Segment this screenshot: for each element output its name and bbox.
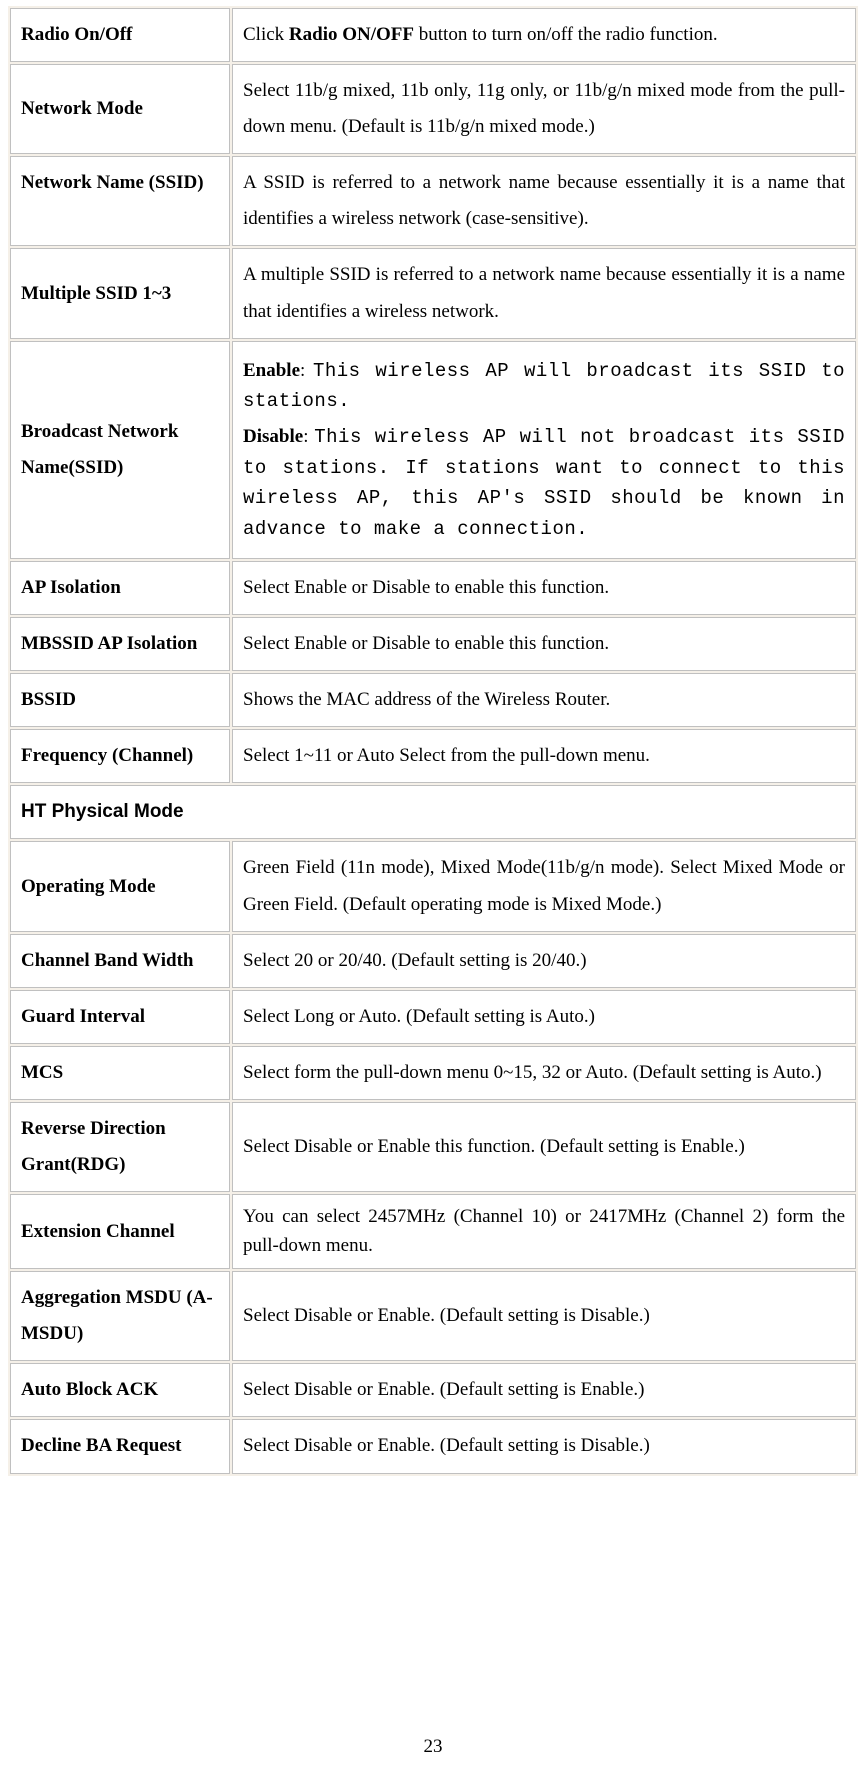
settings-table: Radio On/Off Click Radio ON/OFF button t… xyxy=(8,6,858,1476)
row-label: BSSID xyxy=(10,673,230,727)
row-label: Extension Channel xyxy=(10,1194,230,1269)
table-row: Guard Interval Select Long or Auto. (Def… xyxy=(10,990,856,1044)
row-desc: Select 11b/g mixed, 11b only, 11g only, … xyxy=(232,64,856,154)
table-row: Channel Band Width Select 20 or 20/40. (… xyxy=(10,934,856,988)
row-desc: Green Field (11n mode), Mixed Mode(11b/g… xyxy=(232,841,856,931)
table-row: Reverse Direction Grant(RDG) Select Disa… xyxy=(10,1102,856,1192)
row-desc: A SSID is referred to a network name bec… xyxy=(232,156,856,246)
table-row: Decline BA Request Select Disable or Ena… xyxy=(10,1419,856,1473)
table-row: MCS Select form the pull-down menu 0~15,… xyxy=(10,1046,856,1100)
disable-line: Disable: This wireless AP will not broad… xyxy=(243,422,845,544)
row-desc: Select 1~11 or Auto Select from the pull… xyxy=(232,729,856,783)
disable-label: Disable xyxy=(243,426,303,447)
row-label: Channel Band Width xyxy=(10,934,230,988)
row-label: MBSSID AP Isolation xyxy=(10,617,230,671)
row-label: Network Name (SSID) xyxy=(10,156,230,246)
page-container: Radio On/Off Click Radio ON/OFF button t… xyxy=(0,0,866,1784)
row-desc: Select form the pull-down menu 0~15, 32 … xyxy=(232,1046,856,1100)
row-label: Radio On/Off xyxy=(10,8,230,62)
table-row: Network Mode Select 11b/g mixed, 11b onl… xyxy=(10,64,856,154)
row-desc: Select Long or Auto. (Default setting is… xyxy=(232,990,856,1044)
row-desc: Select Enable or Disable to enable this … xyxy=(232,617,856,671)
table-row: AP Isolation Select Enable or Disable to… xyxy=(10,561,856,615)
row-desc: A multiple SSID is referred to a network… xyxy=(232,248,856,338)
row-label: Reverse Direction Grant(RDG) xyxy=(10,1102,230,1192)
row-label: Network Mode xyxy=(10,64,230,154)
row-label: Guard Interval xyxy=(10,990,230,1044)
row-label: Frequency (Channel) xyxy=(10,729,230,783)
table-row: Multiple SSID 1~3 A multiple SSID is ref… xyxy=(10,248,856,338)
table-row: Operating Mode Green Field (11n mode), M… xyxy=(10,841,856,931)
desc-bold: Radio ON/OFF xyxy=(289,24,414,45)
disable-text: This wireless AP will not broadcast its … xyxy=(243,426,845,539)
enable-label: Enable xyxy=(243,360,300,381)
desc-prefix: Click xyxy=(243,24,289,45)
table-row: MBSSID AP Isolation Select Enable or Dis… xyxy=(10,617,856,671)
table-row: Frequency (Channel) Select 1~11 or Auto … xyxy=(10,729,856,783)
row-desc: Click Radio ON/OFF button to turn on/off… xyxy=(232,8,856,62)
row-label: Multiple SSID 1~3 xyxy=(10,248,230,338)
enable-line: Enable: This wireless AP will broadcast … xyxy=(243,356,845,417)
table-row: Extension Channel You can select 2457MHz… xyxy=(10,1194,856,1269)
table-row: Aggregation MSDU (A-MSDU) Select Disable… xyxy=(10,1271,856,1361)
desc-suffix: button to turn on/off the radio function… xyxy=(414,24,718,45)
row-desc: Select Enable or Disable to enable this … xyxy=(232,561,856,615)
row-desc: Enable: This wireless AP will broadcast … xyxy=(232,341,856,559)
row-desc: Shows the MAC address of the Wireless Ro… xyxy=(232,673,856,727)
enable-text: This wireless AP will broadcast its SSID… xyxy=(243,360,845,412)
row-desc: You can select 2457MHz (Channel 10) or 2… xyxy=(232,1194,856,1269)
table-row: Radio On/Off Click Radio ON/OFF button t… xyxy=(10,8,856,62)
row-label: Aggregation MSDU (A-MSDU) xyxy=(10,1271,230,1361)
row-label: Operating Mode xyxy=(10,841,230,931)
row-desc: Select Disable or Enable this function. … xyxy=(232,1102,856,1192)
row-desc: Select Disable or Enable. (Default setti… xyxy=(232,1419,856,1473)
table-row: BSSID Shows the MAC address of the Wirel… xyxy=(10,673,856,727)
table-row: Network Name (SSID) A SSID is referred t… xyxy=(10,156,856,246)
page-number: 23 xyxy=(8,1736,858,1778)
row-label: Broadcast Network Name(SSID) xyxy=(10,341,230,559)
row-label: Decline BA Request xyxy=(10,1419,230,1473)
table-row: Auto Block ACK Select Disable or Enable.… xyxy=(10,1363,856,1417)
section-header-row: HT Physical Mode xyxy=(10,785,856,839)
section-header: HT Physical Mode xyxy=(10,785,856,839)
row-desc: Select 20 or 20/40. (Default setting is … xyxy=(232,934,856,988)
row-label: AP Isolation xyxy=(10,561,230,615)
row-desc: Select Disable or Enable. (Default setti… xyxy=(232,1271,856,1361)
row-label: Auto Block ACK xyxy=(10,1363,230,1417)
table-row: Broadcast Network Name(SSID) Enable: Thi… xyxy=(10,341,856,559)
row-desc: Select Disable or Enable. (Default setti… xyxy=(232,1363,856,1417)
row-label: MCS xyxy=(10,1046,230,1100)
